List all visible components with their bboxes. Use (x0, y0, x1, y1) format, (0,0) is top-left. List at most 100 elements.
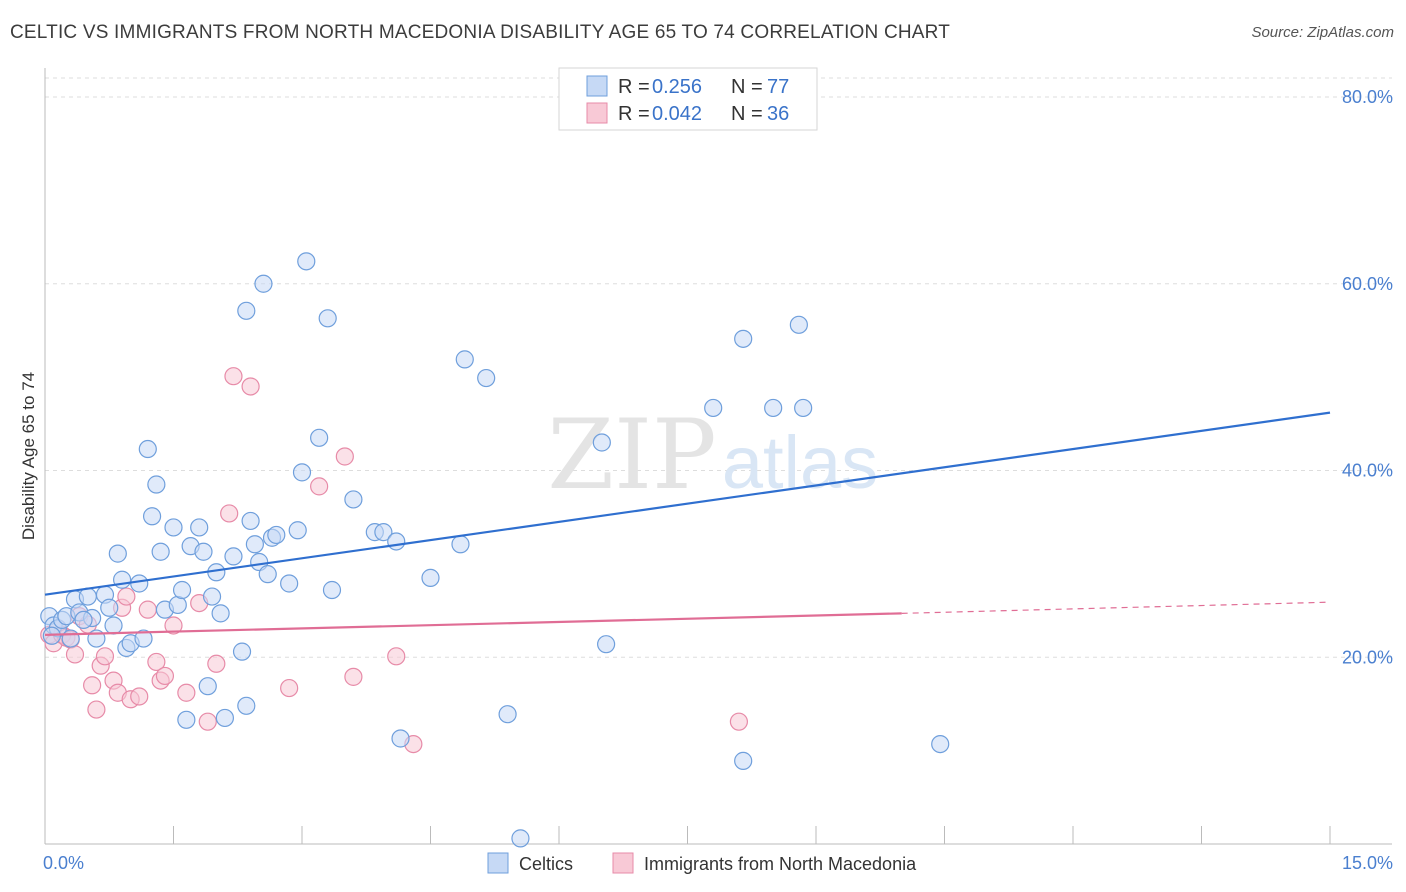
celtics-point-25 (164, 518, 183, 537)
celtics-point-48 (280, 574, 299, 593)
trend-line-immigrants-extension (901, 601, 1331, 614)
celtics-point-13 (104, 616, 123, 635)
legend-n-label-immigrants: N = (731, 103, 763, 125)
celtics-point-37 (224, 547, 243, 566)
immigrants-point-23 (164, 616, 183, 635)
watermark: ZIP atlas (547, 399, 878, 511)
celtics-point-20 (138, 439, 157, 459)
top-legend: R = 0.256 N = 77 R = 0.042 N = 36 (558, 67, 818, 131)
watermark-atlas: atlas (722, 421, 878, 504)
legend-r-label-immigrants: R = (618, 103, 650, 125)
x-tick-labels: 0.0% 15.0% (43, 853, 1393, 873)
celtics-point-49 (288, 521, 307, 540)
immigrants-point-29 (224, 367, 243, 386)
trend-line-immigrants (44, 612, 902, 636)
celtics-point-19 (134, 629, 153, 648)
celtics-point-30 (190, 518, 209, 537)
legend-n-value-immigrants: 36 (767, 103, 789, 125)
celtics-point-63 (477, 368, 496, 388)
grid-lines (45, 77, 1392, 658)
celtics-point-69 (734, 329, 753, 348)
celtics-point-74 (931, 734, 950, 754)
legend-swatch-celtics (586, 75, 608, 97)
celtics-point-75 (42, 626, 61, 645)
immigrants-point-33 (335, 447, 354, 466)
chart-title: CELTIC VS IMMIGRANTS FROM NORTH MACEDONI… (10, 22, 951, 43)
celtics-point-60 (421, 568, 440, 587)
celtics-point-65 (511, 829, 530, 848)
celtics-point-67 (597, 635, 616, 654)
celtics-point-44 (254, 274, 273, 293)
immigrants-point-19 (138, 600, 157, 619)
celtics-point-21 (142, 507, 162, 526)
x-tick-label-max: 15.0% (1342, 853, 1393, 873)
y-tick-label-3: 80.0% (1342, 87, 1393, 107)
bottom-legend-swatch-celtics (487, 852, 509, 874)
watermark-zip: ZIP (547, 399, 716, 511)
axes (44, 68, 1392, 845)
celtics-point-32 (198, 677, 217, 696)
immigrants-point-10 (87, 700, 106, 719)
celtics-point-47 (267, 525, 286, 545)
immigrants-point-31 (280, 678, 299, 698)
celtics-point-8 (78, 587, 97, 606)
immigrants-point-37 (729, 712, 749, 731)
series-celtics-points (40, 252, 950, 848)
legend-r-label-celtics: R = (618, 76, 650, 98)
source-label: Source: ZipAtlas.com (1251, 24, 1394, 41)
immigrants-point-35 (387, 647, 406, 666)
legend-swatch-immigrants (586, 102, 608, 124)
celtics-point-18 (130, 574, 149, 593)
celtics-point-36 (215, 708, 234, 728)
immigrants-point-24 (177, 683, 196, 702)
immigrants-point-20 (147, 652, 166, 672)
celtics-point-45 (258, 565, 277, 584)
celtics-point-59 (391, 729, 410, 748)
bottom-legend-swatch-immigrants (612, 852, 634, 874)
immigrants-point-6 (65, 645, 85, 664)
celtics-point-58 (387, 532, 406, 551)
bottom-legend: Celtics Immigrants from North Macedonia (487, 852, 917, 874)
celtics-point-52 (310, 428, 329, 447)
celtics-point-22 (147, 475, 166, 494)
legend-n-label-celtics: N = (731, 76, 763, 98)
trend-lines (44, 411, 1331, 636)
immigrants-point-34 (344, 667, 363, 686)
y-tick-labels: 20.0% 40.0% 60.0% 80.0% (1342, 87, 1393, 667)
immigrants-point-28 (220, 504, 239, 523)
celtics-point-70 (734, 751, 753, 770)
celtics-point-64 (498, 705, 517, 724)
immigrants-point-26 (198, 712, 217, 731)
bottom-legend-label-immigrants: Immigrants from North Macedonia (644, 854, 917, 874)
celtics-point-73 (794, 398, 813, 418)
celtics-point-23 (151, 542, 170, 561)
immigrants-point-18 (130, 687, 149, 706)
celtics-point-5 (61, 629, 80, 648)
y-tick-label-0: 20.0% (1342, 647, 1393, 667)
celtics-point-51 (297, 252, 316, 271)
celtics-point-66 (592, 433, 611, 452)
celtics-point-39 (237, 696, 256, 715)
celtics-point-50 (292, 463, 312, 482)
celtics-point-42 (245, 535, 264, 554)
celtics-point-14 (108, 544, 127, 563)
celtics-point-12 (100, 598, 119, 617)
celtics-point-41 (237, 301, 256, 320)
celtics-point-40 (241, 511, 260, 531)
celtics-point-62 (455, 350, 474, 369)
celtics-point-27 (172, 580, 192, 600)
celtics-point-35 (211, 604, 230, 623)
immigrants-point-12 (95, 647, 115, 666)
immigrants-point-32 (310, 477, 329, 496)
immigrants-point-30 (241, 377, 260, 396)
immigrants-point-16 (117, 587, 136, 606)
trend-line-celtics (44, 411, 1331, 596)
immigrants-point-22 (155, 666, 175, 686)
bottom-legend-label-celtics: Celtics (519, 854, 573, 874)
celtics-point-57 (374, 523, 393, 542)
x-tick-label-min: 0.0% (43, 853, 84, 873)
legend-r-value-immigrants: 0.042 (652, 103, 702, 125)
y-tick-label-2: 60.0% (1342, 274, 1393, 294)
celtics-point-72 (789, 315, 808, 334)
